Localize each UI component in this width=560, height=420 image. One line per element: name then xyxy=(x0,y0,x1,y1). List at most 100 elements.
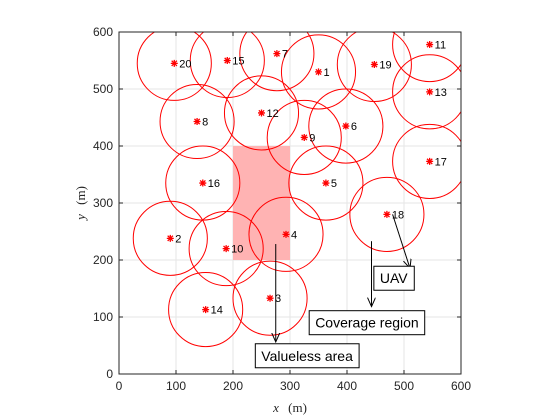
coverage-circle-17 xyxy=(392,123,461,199)
annotation-box: UAV xyxy=(373,265,415,291)
x-tick-label: 0 xyxy=(116,379,123,393)
point-label: 7 xyxy=(282,49,288,61)
star-marker xyxy=(342,122,350,130)
star-marker xyxy=(282,230,290,238)
coverage-circle-1 xyxy=(280,34,357,110)
point-label: 3 xyxy=(275,293,281,305)
valueless-area-layer xyxy=(233,146,290,260)
annotation-arrows xyxy=(276,214,410,341)
point-label: 2 xyxy=(175,233,181,245)
uav-point-2: 2 xyxy=(166,233,181,245)
star-marker xyxy=(383,210,391,218)
coverage-circle-4 xyxy=(248,196,324,272)
point-label: 1 xyxy=(324,67,330,79)
annotation-frame xyxy=(308,310,426,336)
point-label: 11 xyxy=(435,40,446,52)
uav-point-13: 13 xyxy=(426,87,447,99)
star-marker xyxy=(223,57,231,64)
star-marker xyxy=(166,234,174,242)
uav-point-18: 18 xyxy=(383,209,404,221)
coverage-circle-3 xyxy=(232,260,308,336)
uav-point-9: 9 xyxy=(300,132,315,144)
uav-point-19: 19 xyxy=(370,59,392,71)
coverage-circle-7 xyxy=(239,32,315,92)
y-tick-label: 0 xyxy=(106,367,113,381)
star-marker xyxy=(322,179,330,187)
uav-point-16: 16 xyxy=(199,178,220,190)
x-tick-label: 400 xyxy=(337,379,357,393)
coverage-circle-9 xyxy=(266,99,342,175)
uav-point-1: 1 xyxy=(315,67,330,79)
y-axis-var: y xyxy=(73,214,88,222)
star-marker xyxy=(266,294,274,302)
annotation-box: Valueless area xyxy=(254,343,360,369)
x-tick-label: 500 xyxy=(394,379,414,393)
uav-point-14: 14 xyxy=(202,305,223,317)
x-axis-var: x xyxy=(272,400,279,415)
point-label: 6 xyxy=(351,121,357,133)
annotation-text: Valueless area xyxy=(261,348,353,364)
y-axis-label: y (m) xyxy=(73,186,88,222)
x-tick-label: 200 xyxy=(223,379,243,393)
uav-point-3: 3 xyxy=(266,293,281,305)
uav-point-8: 8 xyxy=(193,116,208,128)
point-label: 14 xyxy=(211,305,223,317)
point-label: 10 xyxy=(231,244,243,256)
uav-point-7: 7 xyxy=(273,49,288,61)
point-label: 12 xyxy=(267,108,279,120)
star-marker xyxy=(222,245,230,253)
point-label: 4 xyxy=(291,229,297,241)
coverage-circle-15 xyxy=(189,32,265,99)
coverage-circle-11 xyxy=(392,32,461,83)
star-marker xyxy=(170,59,178,67)
point-label: 19 xyxy=(379,59,391,71)
point-label: 8 xyxy=(202,116,208,128)
point-label: 15 xyxy=(232,56,244,68)
coverage-circle-6 xyxy=(308,88,384,164)
point-label: 13 xyxy=(435,87,447,99)
uav-point-15: 15 xyxy=(223,56,245,68)
coverage-circles xyxy=(132,32,461,348)
point-label: 9 xyxy=(309,132,315,144)
x-axis-unit: (m) xyxy=(288,400,307,415)
x-tick-label: 300 xyxy=(280,379,300,393)
x-tick-label: 600 xyxy=(451,379,471,393)
coverage-circle-16 xyxy=(165,145,241,221)
uav-point-17: 17 xyxy=(426,156,447,168)
y-axis-unit: (m) xyxy=(73,186,88,205)
star-marker xyxy=(370,60,378,68)
coverage-circle-20 xyxy=(136,32,212,101)
annotation-text: UAV xyxy=(380,270,408,286)
point-label: 20 xyxy=(179,58,191,70)
star-marker xyxy=(199,179,207,187)
star-marker xyxy=(193,117,201,125)
coverage-circle-13 xyxy=(392,54,461,130)
y-tick-label: 100 xyxy=(93,310,113,324)
y-tick-label: 400 xyxy=(93,139,113,153)
annotation-text: Coverage region xyxy=(315,315,419,331)
y-tick-label: 600 xyxy=(93,25,113,39)
y-tick-label: 500 xyxy=(93,82,113,96)
annotation-frame xyxy=(254,343,360,369)
annotation-frame xyxy=(373,265,415,291)
y-tick-label: 300 xyxy=(93,196,113,210)
star-marker xyxy=(202,306,210,314)
axis-ticks: 0 100 200 300 400 500 600 0 100 200 300 400 500 600 xyxy=(93,25,471,393)
star-marker xyxy=(258,109,265,117)
uav-point-5: 5 xyxy=(322,178,337,190)
annotation-arrow xyxy=(392,214,410,267)
uav-point-6: 6 xyxy=(342,121,357,133)
star-marker xyxy=(426,88,434,96)
star-marker xyxy=(426,157,434,165)
coverage-circle-19 xyxy=(336,32,412,103)
x-axis-label: x (m) xyxy=(272,400,307,415)
point-label: 18 xyxy=(392,209,404,221)
coverage-circle-5 xyxy=(288,145,364,221)
uav-point-20: 20 xyxy=(170,58,192,70)
uav-point-10: 10 xyxy=(222,244,243,256)
point-label: 16 xyxy=(208,178,220,190)
point-label: 5 xyxy=(331,178,337,190)
star-marker xyxy=(300,133,308,141)
star-marker xyxy=(426,41,434,49)
